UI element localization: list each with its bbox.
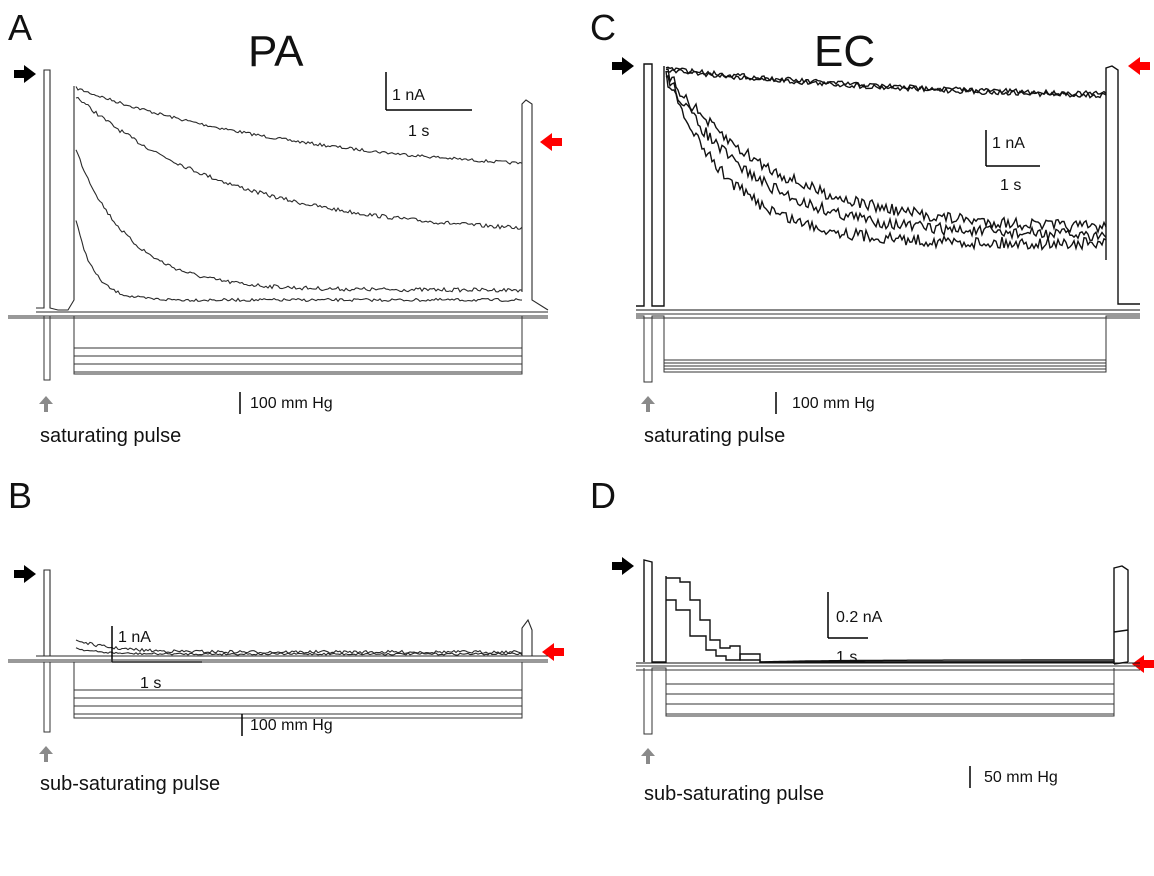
pulse-label: sub-saturating pulse [40, 773, 220, 795]
panel-a: A PA 1 nA 1 s 100 mm Hg [8, 7, 562, 447]
saturating-pulse-trace [36, 69, 75, 311]
pressure-scale-label: 50 mm Hg [984, 769, 1058, 786]
black-arrow-icon [612, 57, 634, 75]
pressure-scale-label: 100 mm Hg [250, 717, 333, 734]
pressure-protocol [636, 665, 1140, 735]
current-trace [666, 577, 1114, 663]
panel-title-ec: EC [814, 27, 875, 76]
gray-up-arrow-icon [641, 396, 655, 412]
current-trace [665, 68, 1107, 99]
current-trace [75, 149, 523, 293]
pulse-label: saturating pulse [644, 425, 785, 447]
end-pulse-trace [1113, 565, 1129, 665]
panel-letter-c: C [590, 7, 616, 48]
saturating-pulse-trace [643, 559, 667, 663]
current-trace [75, 639, 523, 655]
current-scale-bar [985, 130, 1040, 167]
panel-c: C EC 1 nA 1 s 10 [590, 7, 1150, 447]
current-trace [665, 66, 1107, 97]
current-trace [665, 74, 1107, 242]
current-scale-bar [827, 592, 868, 639]
current-trace [665, 70, 1107, 251]
black-arrow-icon [612, 557, 634, 575]
current-trace [75, 220, 523, 303]
current-trace [75, 86, 523, 165]
pressure-protocol [636, 313, 1140, 383]
red-arrow-icon [540, 133, 562, 151]
panel-title-pa: PA [248, 27, 304, 76]
panel-letter-b: B [8, 475, 32, 516]
current-traces [36, 69, 549, 313]
current-traces [636, 559, 1140, 665]
scale-time-label: 1 s [140, 675, 161, 692]
pulse-label: saturating pulse [40, 425, 181, 447]
gray-up-arrow-icon [39, 746, 53, 762]
pressure-scale-label: 100 mm Hg [250, 395, 333, 412]
current-traces [36, 569, 548, 657]
pressure-protocol [8, 659, 548, 733]
panel-letter-a: A [8, 7, 32, 48]
current-trace [666, 599, 1115, 664]
end-pulse-trace [521, 99, 549, 311]
gray-up-arrow-icon [39, 396, 53, 412]
red-arrow-icon [1128, 57, 1150, 75]
pressure-scale-label: 100 mm Hg [792, 395, 875, 412]
black-arrow-icon [14, 65, 36, 83]
scale-time-label: 1 s [836, 649, 857, 666]
pressure-protocol [8, 315, 548, 381]
current-trace [75, 647, 523, 656]
current-trace [75, 96, 523, 230]
red-arrow-icon [542, 643, 564, 661]
scale-time-label: 1 s [1000, 177, 1021, 194]
scale-current-label: 1 nA [992, 135, 1025, 152]
current-scale-bar [385, 72, 472, 111]
saturating-pulse-trace [636, 63, 665, 307]
pulse-label: sub-saturating pulse [644, 783, 824, 805]
current-traces [636, 63, 1140, 311]
panel-b: B 1 nA 1 s 100 mm Hg sub-saturat [8, 475, 564, 795]
black-arrow-icon [14, 565, 36, 583]
saturating-pulse-trace [36, 569, 74, 657]
scale-time-label: 1 s [408, 123, 429, 140]
scale-current-label: 1 nA [118, 629, 151, 646]
gray-up-arrow-icon [641, 748, 655, 764]
scale-current-label: 0.2 nA [836, 609, 883, 626]
panel-d: D 0.2 nA 1 s 50 mm Hg sub-satura [590, 475, 1154, 805]
current-trace [665, 67, 1107, 235]
end-pulse-trace [1105, 65, 1140, 305]
scale-current-label: 1 nA [392, 87, 425, 104]
panel-letter-d: D [590, 475, 616, 516]
